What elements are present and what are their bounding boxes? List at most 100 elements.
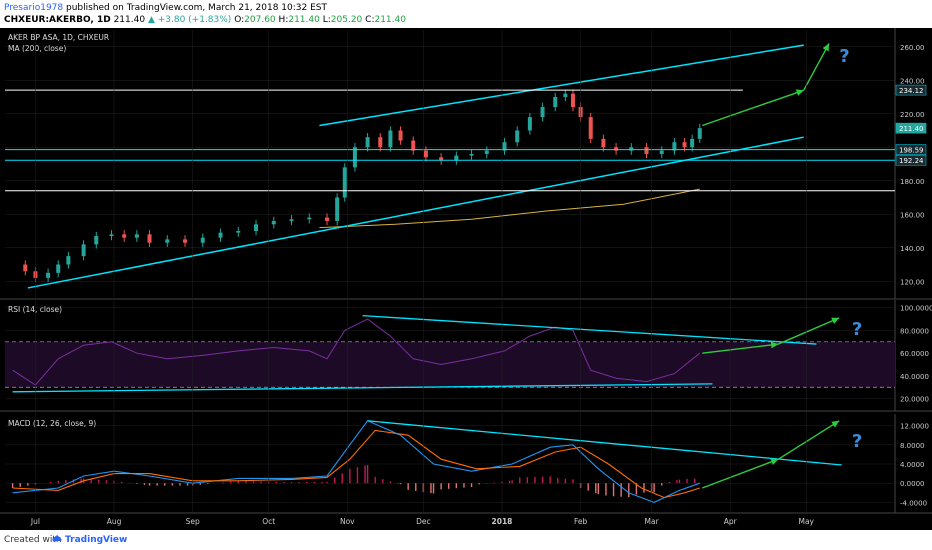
candle-body[interactable] xyxy=(484,150,489,154)
candle-body[interactable] xyxy=(614,147,619,151)
question-mark-annotation[interactable]: ? xyxy=(852,431,862,452)
x-tick-label: Jul xyxy=(30,517,40,526)
indicator-label: MA (200, close) xyxy=(8,44,66,53)
candle-body[interactable] xyxy=(56,264,61,273)
y-tick-label: 260.00 xyxy=(900,44,925,52)
y-tick-label: 80.0000 xyxy=(900,327,929,335)
candle-body[interactable] xyxy=(147,234,152,243)
candle-body[interactable] xyxy=(289,219,294,221)
x-tick-label: Dec xyxy=(416,517,431,526)
candle-body[interactable] xyxy=(352,147,357,168)
x-tick-label: Aug xyxy=(107,517,122,526)
candle-body[interactable] xyxy=(388,130,393,148)
forecast-arrow-line[interactable] xyxy=(778,317,840,345)
candle-body[interactable] xyxy=(218,232,223,238)
trendline-rsi-lower-trend[interactable] xyxy=(12,383,713,393)
candle-body[interactable] xyxy=(66,256,71,265)
symbol-line: CHXEUR:AKERBO, 1D xyxy=(4,15,111,25)
tradingview-brand[interactable]: TradingView xyxy=(65,535,128,545)
forecast-arrow-line[interactable] xyxy=(702,89,804,127)
candle-body[interactable] xyxy=(553,97,558,108)
candle-body[interactable] xyxy=(659,150,664,154)
candle-body[interactable] xyxy=(183,239,188,243)
candle-body[interactable] xyxy=(307,217,312,220)
price-panel[interactable]: 120.00140.00160.00180.00200.00220.00240.… xyxy=(0,28,932,300)
x-tick-label: Oct xyxy=(262,517,275,526)
candle-body[interactable] xyxy=(81,244,86,257)
forecast-arrow-head xyxy=(770,341,779,349)
published-text: published on TradingView.com, March 21, … xyxy=(66,3,327,13)
candle-body[interactable] xyxy=(629,147,634,151)
y-tick-label: 160.00 xyxy=(900,211,925,219)
candle-body[interactable] xyxy=(342,167,347,198)
candle-body[interactable] xyxy=(134,234,139,238)
x-tick-label: Nov xyxy=(340,517,355,526)
question-mark-annotation[interactable]: ? xyxy=(839,46,849,67)
ohlc-h-key: H: xyxy=(278,15,289,25)
candle-body[interactable] xyxy=(23,264,28,272)
candle-body[interactable] xyxy=(378,137,383,148)
price-label: 192.24 xyxy=(899,157,924,165)
y-tick-label: 120.00 xyxy=(900,278,925,286)
candle-body[interactable] xyxy=(335,197,340,221)
author-link[interactable]: Presario1978 xyxy=(4,3,64,13)
candle-body[interactable] xyxy=(165,239,170,243)
candle-body[interactable] xyxy=(46,272,51,278)
candle-body[interactable] xyxy=(527,117,532,131)
candle-body[interactable] xyxy=(672,142,677,151)
candle-body[interactable] xyxy=(682,142,687,148)
trendline-lower-channel[interactable] xyxy=(27,136,804,289)
price-label-box xyxy=(895,84,927,96)
candle-body[interactable] xyxy=(502,142,507,151)
candle-body[interactable] xyxy=(469,153,474,156)
forecast-arrow-line[interactable] xyxy=(702,458,779,489)
candle-body[interactable] xyxy=(423,150,428,158)
candle-body[interactable] xyxy=(563,93,568,97)
candle-body[interactable] xyxy=(398,130,403,141)
candle-body[interactable] xyxy=(365,137,370,148)
x-tick-label: 2018 xyxy=(492,517,513,526)
trendline-upper-channel[interactable] xyxy=(319,44,804,127)
panel-title: RSI (14, close) xyxy=(8,305,62,314)
candle-body[interactable] xyxy=(540,107,545,118)
candle-body[interactable] xyxy=(325,217,330,221)
candle-body[interactable] xyxy=(454,155,459,161)
forecast-arrow-line[interactable] xyxy=(702,343,779,354)
candle-body[interactable] xyxy=(411,140,416,151)
forecast-arrow-line[interactable] xyxy=(777,420,840,460)
price-label-box xyxy=(895,144,927,155)
y-tick-label: 4.0000 xyxy=(900,461,925,469)
candle-body[interactable] xyxy=(601,138,606,148)
candle-body[interactable] xyxy=(254,224,259,231)
x-tick-label: Mar xyxy=(645,517,660,526)
ohlc-l-key: L: xyxy=(322,15,331,25)
candle-body[interactable] xyxy=(94,236,99,245)
macd-panel[interactable]: -4.0000 0.0000 4.0000 8.0000 12.0000 MACD (12… xyxy=(0,414,932,514)
candle-body[interactable] xyxy=(697,128,702,139)
candle-body[interactable] xyxy=(515,130,520,143)
y-tick-label: 180.00 xyxy=(900,178,925,186)
last-price: 211.40 xyxy=(113,15,146,25)
rsi-line xyxy=(12,318,701,386)
candle-body[interactable] xyxy=(122,234,127,238)
rsi-panel[interactable]: 20.0000 40.0000 60.0000 80.0000 100.0000 RSI … xyxy=(0,300,932,412)
candle-body[interactable] xyxy=(588,117,593,139)
candle-body[interactable] xyxy=(644,147,649,154)
candle-body[interactable] xyxy=(109,234,114,237)
chart-canvas[interactable]: 120.00140.00160.00180.00200.00220.00240.… xyxy=(0,28,932,530)
candle-body[interactable] xyxy=(570,93,575,108)
trendline-rsi-upper-trend[interactable] xyxy=(362,314,817,345)
ma200-line xyxy=(319,188,700,229)
question-mark-annotation[interactable]: ? xyxy=(852,319,862,340)
candle-body[interactable] xyxy=(236,231,241,233)
candle-body[interactable] xyxy=(439,157,444,161)
x-tick-label: Sep xyxy=(186,517,200,526)
forecast-arrow-head xyxy=(795,89,804,96)
candle-body[interactable] xyxy=(271,220,276,225)
forecast-arrow-line[interactable] xyxy=(803,43,830,91)
panel-title: AKER BP ASA, 1D, CHXEUR xyxy=(8,33,109,42)
trendline-macd-trend[interactable] xyxy=(367,420,842,466)
time-axis[interactable]: Jul Aug Sep Oct Nov Dec 2018 Feb Mar Apr May xyxy=(30,30,815,526)
candle-body[interactable] xyxy=(200,237,205,243)
candle-body[interactable] xyxy=(690,138,695,148)
